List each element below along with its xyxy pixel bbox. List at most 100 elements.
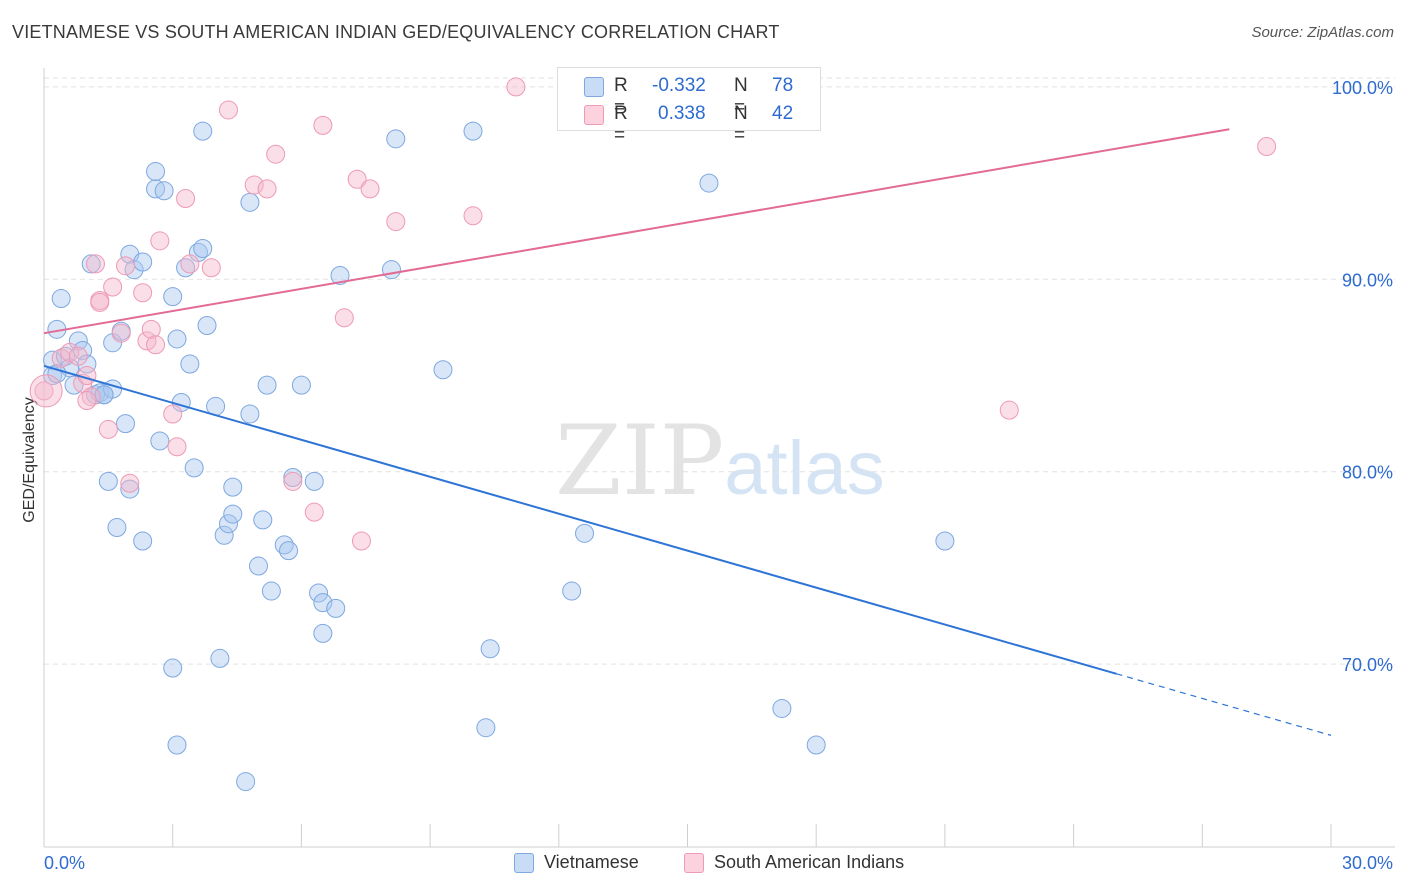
vietnamese-point: [193, 121, 213, 141]
vietnamese-point: [433, 360, 453, 380]
vietnamese-point: [193, 239, 213, 259]
vietnamese-point: [154, 181, 174, 201]
sai-point: [180, 254, 200, 274]
vietnamese-point: [150, 431, 170, 451]
vietnamese-point: [480, 639, 500, 659]
stats-swatch-vietnamese: [584, 77, 604, 97]
vietnamese-point: [98, 471, 118, 491]
sai-point: [116, 256, 136, 276]
sai-point: [266, 144, 286, 164]
sai-point: [98, 419, 118, 439]
sai-point: [90, 292, 110, 312]
stats-n-label: N =: [734, 75, 748, 118]
sai-point: [201, 258, 221, 278]
vietnamese-point: [304, 471, 324, 491]
vietnamese-point: [463, 121, 483, 141]
vietnamese-point: [167, 329, 187, 349]
sai-point: [313, 115, 333, 135]
vietnamese-point: [806, 735, 826, 755]
sai-point: [34, 381, 54, 401]
vietnamese-point: [330, 265, 350, 285]
sai-point: [85, 254, 105, 274]
y-tick-label: 80.0%: [1342, 463, 1393, 483]
sai-point: [77, 391, 97, 411]
sai-point: [133, 283, 153, 303]
vietnamese-point: [214, 525, 234, 545]
vietnamese-point: [257, 375, 277, 395]
vietnamese-point: [279, 541, 299, 561]
sai-point: [29, 374, 63, 408]
stats-r-value: -0.332: [652, 75, 706, 96]
vietnamese-point: [210, 648, 230, 668]
vietnamese-point: [197, 315, 217, 335]
sai-point: [150, 231, 170, 251]
vietnamese-point: [699, 173, 719, 193]
vietnamese-point: [218, 514, 238, 534]
sai-point: [218, 100, 238, 120]
vietnamese-point: [772, 698, 792, 718]
stats-n-label: N =: [734, 103, 748, 146]
stats-r-label: R =: [614, 103, 628, 146]
vietnamese-point: [107, 518, 127, 538]
stats-n-value: 78: [772, 75, 794, 96]
vietnamese-point: [313, 623, 333, 643]
vietnamese-point: [386, 129, 406, 149]
vietnamese-point: [253, 510, 273, 530]
vietnamese-point: [236, 772, 256, 792]
vietnamese-point: [116, 414, 136, 434]
sai-point: [304, 502, 324, 522]
stats-box: R = -0.332 N = 78 R = 0.338 N = 42: [557, 67, 821, 146]
stats-r-label: R =: [614, 75, 628, 118]
vietnamese-point: [133, 531, 153, 551]
sai-point: [386, 212, 406, 232]
legend-label-vietnamese: Vietnamese: [544, 852, 639, 872]
vietnamese-point: [184, 458, 204, 478]
sai-point: [120, 473, 140, 493]
vietnamese-point: [249, 556, 268, 576]
y-tick-label: 100.0%: [1332, 78, 1393, 98]
stats-swatch-sai: [584, 105, 604, 125]
vietnamese-trend-extension: [1116, 673, 1332, 736]
sai-point: [68, 346, 88, 366]
legend-swatch-vietnamese: [514, 852, 534, 873]
vietnamese-point: [240, 192, 260, 212]
sai-point: [176, 188, 196, 208]
sai-point: [334, 308, 354, 328]
source-label: Source: ZipAtlas.com: [1251, 24, 1394, 41]
vietnamese-point: [326, 598, 346, 618]
vietnamese-point: [180, 354, 200, 374]
legend-swatch-sai: [684, 852, 704, 873]
y-tick-label: 70.0%: [1342, 655, 1393, 675]
vietnamese-point: [120, 479, 140, 499]
sai-point: [463, 206, 483, 226]
sai-point: [141, 319, 161, 339]
sai-trend-line: [43, 128, 1230, 335]
sai-point: [360, 179, 380, 199]
x-tick-label: 0.0%: [44, 853, 85, 873]
vietnamese-point: [51, 289, 71, 309]
vietnamese-point: [146, 162, 166, 182]
vietnamese-point: [81, 254, 101, 274]
sai-point: [111, 323, 131, 343]
sai-point: [999, 400, 1019, 420]
vietnamese-point: [313, 593, 333, 613]
sai-point: [146, 335, 166, 355]
sai-point: [103, 277, 123, 297]
sai-point: [283, 471, 303, 491]
vietnamese-point: [163, 658, 183, 678]
vietnamese-point: [381, 260, 401, 280]
vietnamese-point: [476, 718, 496, 738]
vietnamese-trend-line: [43, 364, 1117, 675]
vietnamese-point: [223, 477, 243, 497]
legend-item-vietnamese[interactable]: Vietnamese: [514, 852, 639, 873]
vietnamese-point: [562, 581, 582, 601]
vietnamese-point: [575, 523, 595, 543]
sai-point: [163, 404, 183, 424]
vietnamese-point: [291, 375, 311, 395]
legend-item-sai[interactable]: South American Indians: [684, 852, 904, 873]
sai-point: [1257, 137, 1277, 157]
vietnamese-point: [133, 252, 153, 272]
sai-point: [167, 437, 187, 457]
vietnamese-point: [167, 735, 187, 755]
